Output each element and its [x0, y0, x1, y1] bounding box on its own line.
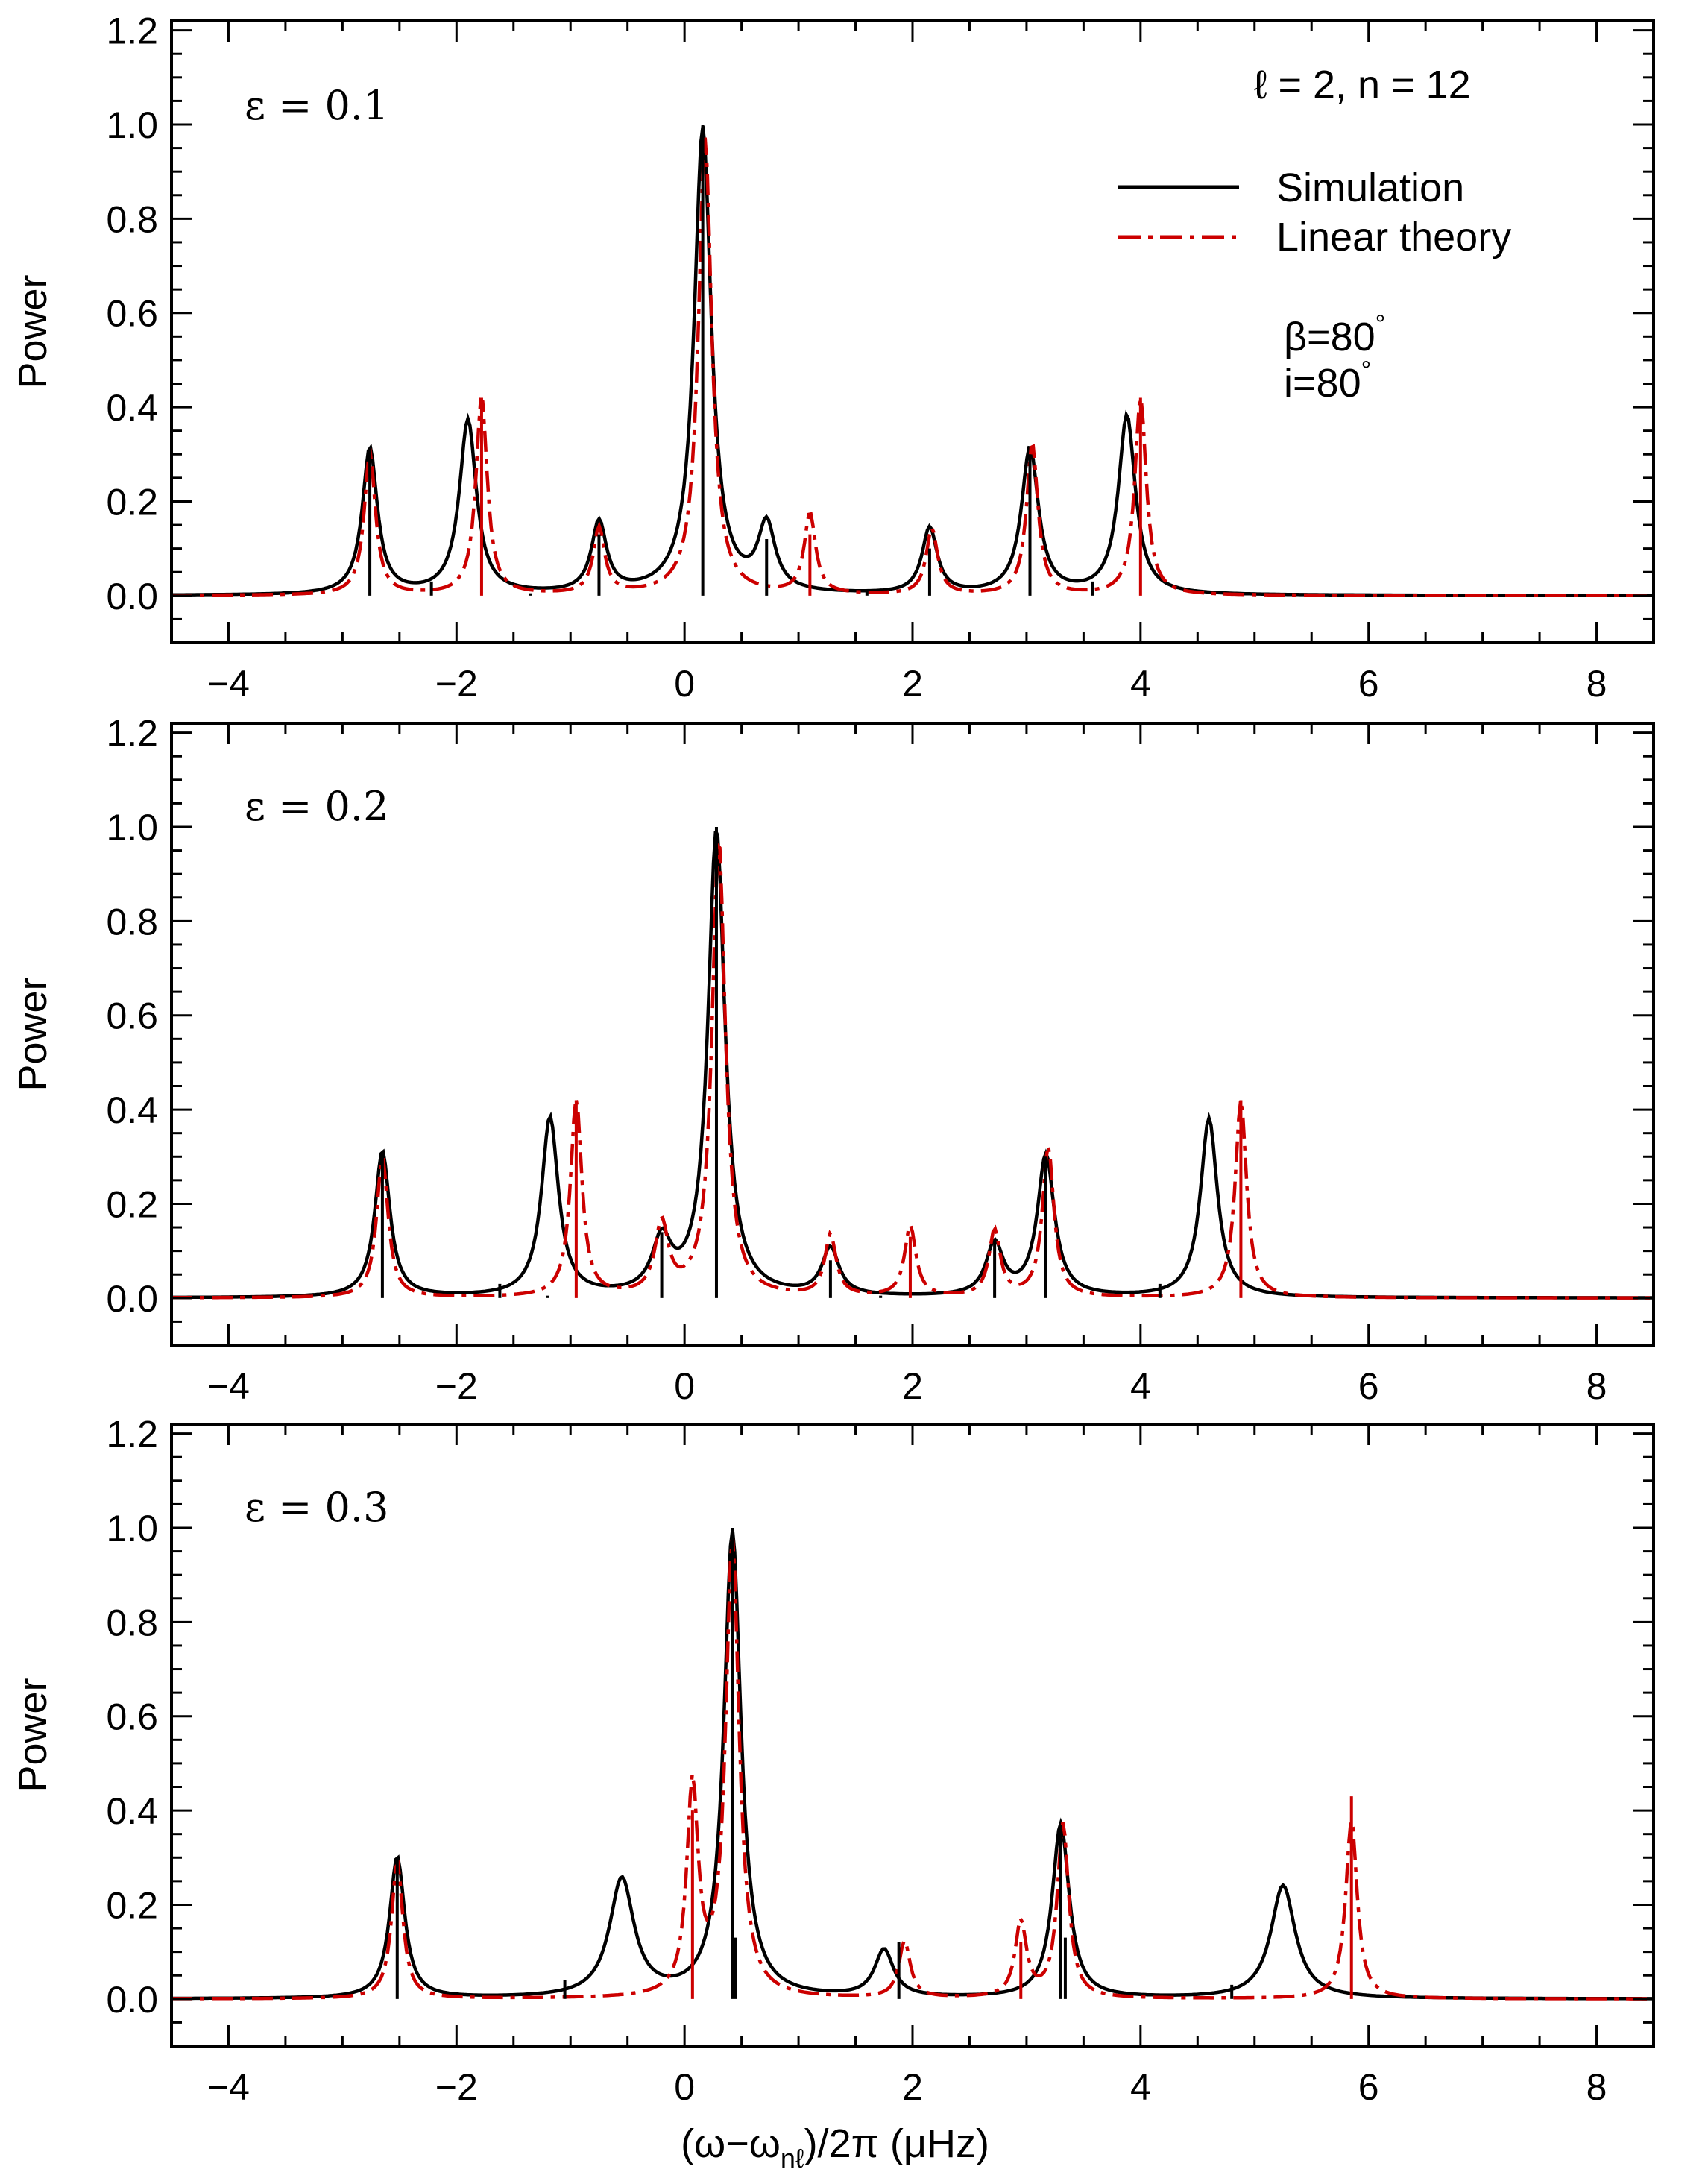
x-tick-label: −4 [207, 663, 250, 705]
x-tick-label: 0 [674, 663, 695, 705]
x-tick-label: −2 [435, 663, 478, 705]
y-tick-label: 0.4 [106, 1790, 158, 1832]
x-tick-label: 8 [1586, 1365, 1607, 1407]
y-axis-label: Power [10, 977, 55, 1091]
beta-label: β=80° [1284, 310, 1385, 359]
plot-frame [170, 19, 1655, 644]
y-tick-label: 0.0 [106, 576, 158, 617]
y-tick-label: 0.2 [106, 481, 158, 523]
y-tick-label: 1.0 [106, 104, 158, 146]
x-tick-label: 2 [902, 1365, 923, 1407]
x-axis-label-main: (ω−ω [681, 2121, 781, 2166]
x-axis-label-subscript: nℓ [781, 2143, 804, 2174]
y-tick-label: 0.8 [106, 198, 158, 240]
x-tick-label: 4 [1130, 1365, 1151, 1407]
y-tick-label: 0.6 [106, 293, 158, 335]
x-axis-label-rest: )/2π (μHz) [804, 2121, 989, 2166]
y-tick-label: 0.4 [106, 387, 158, 429]
x-tick-label: 8 [1586, 2066, 1607, 2108]
y-tick-label: 0.6 [106, 1696, 158, 1738]
linear-theory-line-panel-1 [171, 137, 1654, 597]
x-tick-label: 4 [1130, 2066, 1151, 2108]
beta-degree: ° [1375, 310, 1386, 339]
x-tick-label: −4 [207, 2066, 250, 2108]
panel-1-label: ε = 0.1 [245, 82, 388, 129]
inclination-text: i=80 [1284, 361, 1361, 406]
inclination-label: i=80° [1284, 356, 1371, 406]
simulation-line-panel-1 [171, 126, 1654, 597]
y-tick-label: 0.0 [106, 1979, 158, 2021]
y-axis-label: Power [10, 274, 55, 388]
x-tick-label: 4 [1130, 663, 1151, 705]
legend-label-simulation: Simulation [1276, 166, 1464, 210]
y-tick-label: 1.2 [106, 713, 158, 755]
mode-label: ℓ = 2, n = 12 [1254, 63, 1471, 107]
x-tick-label: −2 [435, 2066, 478, 2108]
panel-2-label: ε = 0.2 [245, 783, 388, 830]
linear-theory-line-panel-3 [171, 1535, 1654, 2001]
x-tick-label: 0 [674, 2066, 695, 2108]
y-axis-label: Power [10, 1678, 55, 1792]
x-axis-label: (ω−ωnℓ)/2π (μHz) [681, 2121, 989, 2174]
x-tick-label: 2 [902, 2066, 923, 2108]
y-tick-label: 1.2 [106, 1414, 158, 1455]
x-tick-label: −2 [435, 1365, 478, 1407]
y-tick-label: 1.0 [106, 807, 158, 849]
x-tick-label: 2 [902, 663, 923, 705]
beta-text: β=80 [1284, 315, 1375, 359]
y-tick-label: 0.0 [106, 1278, 158, 1320]
y-tick-label: 0.2 [106, 1884, 158, 1926]
simulation-line-panel-3 [171, 1529, 1654, 2001]
x-tick-label: 6 [1358, 2066, 1379, 2108]
inclination-degree: ° [1361, 356, 1372, 385]
legend-label-linear-theory: Linear theory [1276, 215, 1511, 259]
linear-theory-line-panel-2 [171, 840, 1654, 1300]
y-tick-label: 0.2 [106, 1183, 158, 1225]
panel-3-label: ε = 0.3 [245, 1484, 388, 1531]
plot-frame [170, 1423, 1655, 2048]
x-tick-label: −4 [207, 1365, 250, 1407]
y-tick-label: 0.8 [106, 1602, 158, 1643]
x-tick-label: 8 [1586, 663, 1607, 705]
panel-2: −4 −2 0 2 4 6 8 0.0 0.2 0.4 0.6 0.8 1.0 1.2 Power [10, 713, 1655, 1407]
x-tick-label: 0 [674, 1365, 695, 1407]
y-tick-label: 0.6 [106, 995, 158, 1037]
y-tick-label: 0.4 [106, 1089, 158, 1131]
x-tick-label: 6 [1358, 1365, 1379, 1407]
y-tick-label: 1.2 [106, 10, 158, 52]
panel-3: −4 −2 0 2 4 6 8 0.0 0.2 0.4 0.6 0.8 1.0 1.2 Power [10, 1414, 1655, 2108]
panel-1: −4 −2 0 2 4 6 8 0.0 0.2 0.4 0.6 0.8 1.0 1.2 Power [10, 10, 1655, 705]
y-tick-label: 0.8 [106, 901, 158, 942]
y-tick-label: 1.0 [106, 1508, 158, 1549]
x-tick-label: 6 [1358, 663, 1379, 705]
